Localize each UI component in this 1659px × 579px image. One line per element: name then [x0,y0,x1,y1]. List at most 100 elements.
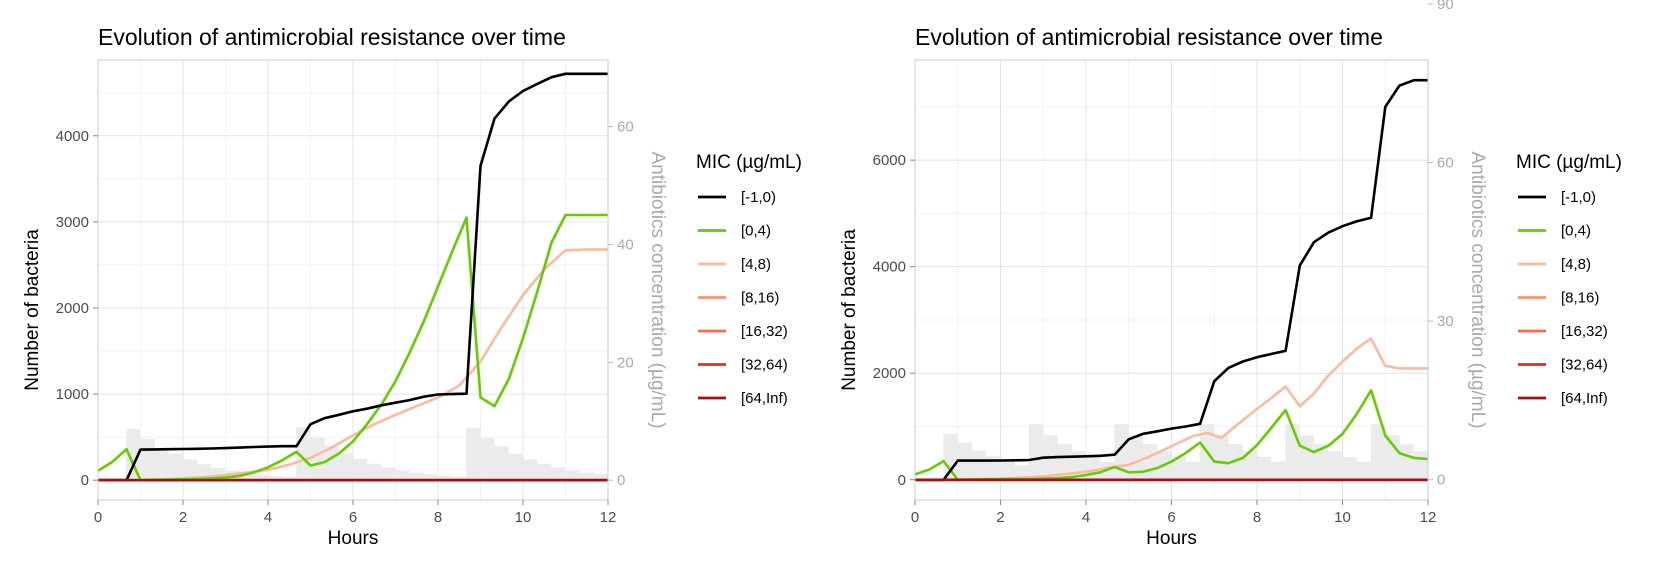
chart-1-y-tick-label: 2000 [56,300,89,317]
chart-2-legend-item: [8,16) [1518,290,1599,307]
chart-1-x-axis-label: Hours [328,528,379,549]
chart-1-legend-title: MIC (µg/mL) [696,152,802,173]
chart-1-antibiotic-bar [381,467,396,481]
chart-1-antibiotic-bar [466,427,481,481]
chart-1-x-tick-label: 10 [515,509,532,526]
chart-1-series-line-0 [98,72,608,482]
chart-2-legend-title: MIC (µg/mL) [1516,152,1622,173]
chart-2-legend-item: [0,4) [1518,223,1591,240]
chart-2-y-tick-label: 4000 [873,259,906,276]
chart-1-antibiotic-bar [593,474,608,481]
chart-1-legend-item: [16,32) [698,323,788,340]
chart-1-series-lines [97,72,608,482]
chart-2-antibiotic-bar [1342,456,1357,480]
chart-1-legend-label: [16,32) [741,323,788,340]
chart-1-legend-item: [4,8) [698,256,771,273]
chart-2-antibiotic-bar [1000,461,1015,480]
chart-1-x-tick-label: 2 [179,509,187,526]
chart-2-antibiotic-bar [1413,451,1428,480]
chart-2-legend: MIC (µg/mL) [-1,0) [0,4) [4,8) [8,16) [16,32)… [1516,152,1622,407]
chart-1-y2-tick-label: 60 [617,119,634,136]
chart-2-y2-tick-label: 0 [1437,472,1445,489]
chart-1-antibiotic-bar [452,476,467,481]
chart-1-x-tick-label: 0 [94,509,102,526]
chart-2-legend-item: [4,8) [1518,256,1591,273]
chart-1-x-axis: 0 2 4 6 8 10 12 Hours [94,500,617,549]
chart-1-legend-label: [-1,0) [741,189,776,206]
chart-1-legend-label: [64,Inf) [741,390,788,407]
chart-1-antibiotic-bar [395,470,410,481]
chart-2-gridlines [914,60,1429,500]
chart-2-legend-label: [0,4) [1561,223,1591,240]
chart-2-x-tick-label: 2 [996,509,1004,526]
chart-2-legend-label: [-1,0) [1561,189,1596,206]
chart-1-legend-item: [32,64) [698,357,788,374]
chart-2-antibiotic-bar [1086,456,1101,480]
chart-1-antibiotic-bars [126,427,608,481]
chart-1-y2-axis-label: Antibiotics concentration (µg/mL) [647,151,668,428]
chart-1-antibiotic-bar [565,470,580,481]
chart-1-legend-label: [32,64) [741,357,788,374]
chart-2-antibiotic-bar [1228,444,1243,480]
chart-2-antibiotic-bar [1356,461,1371,480]
chart-2-antibiotic-bar [1028,424,1044,480]
chart-1-antibiotic-bar [494,446,509,481]
chart-2-x-tick-label: 8 [1253,509,1261,526]
chart-2-antibiotic-bar [1385,435,1400,480]
chart-1-y2-tick-label: 40 [617,236,634,253]
chart-1-legend-label: [4,8) [741,256,771,273]
chart-1-antibiotic-bar [367,463,382,481]
chart-1-antibiotic-bar [579,472,594,481]
chart-1-x-tick-label: 4 [264,509,272,526]
chart-2-series-lines [914,78,1429,482]
chart-2-x-tick-label: 4 [1082,509,1090,526]
chart-2-antibiotic-bar [1314,444,1329,480]
chart-2-legend-label: [4,8) [1561,256,1591,273]
chart-1-antibiotic-bar [310,437,325,481]
chart-1-y-axis: 0 1000 2000 3000 4000 Number of bacteria [22,128,98,489]
chart-1-y-tick-label: 4000 [56,128,89,145]
chart-2-legend-item: [-1,0) [1518,189,1596,206]
chart-2-antibiotic-bar [1257,456,1272,480]
chart-1-antibiotic-bar [183,459,198,481]
chart-1-y-tick-label: 0 [81,472,89,489]
chart-1-antibiotic-bar [140,438,155,481]
chart-1-legend: MIC (µg/mL) [-1,0) [0,4) [4,8) [8,16) [16,32)… [696,152,802,407]
chart-1-antibiotic-bar [282,477,297,481]
chart-1-antibiotic-bar [480,438,495,481]
chart-1-legend-item: [8,16) [698,290,779,307]
chart-2-antibiotic-bar [1399,444,1414,480]
chart-2-antibiotic-bar [1370,424,1386,480]
chart-2-y2-tick-label: 60 [1437,155,1454,172]
chart-2-y2-axis: 0 30 60 90 Antibiotics concentration (µg/mL) [1428,0,1488,489]
chart-2-legend-item: [64,Inf) [1518,390,1608,407]
chart-1-antibiotic-bar [353,458,368,481]
chart-2-legend-label: [64,Inf) [1561,390,1608,407]
chart-2-legend-label: [8,16) [1561,290,1599,307]
chart-1-y2-axis: 0 20 40 60 Antibiotics concentration (µg/mL) [608,119,668,489]
chart-1-antibiotic-bar [239,473,254,481]
chart-1-antibiotic-bar [537,463,552,481]
chart-2-antibiotic-bar [972,450,987,480]
chart-2-y-axis: 0 2000 4000 6000 Number of bacteria [839,152,915,489]
chart-2-x-tick-label: 10 [1334,509,1351,526]
chart-1-x-tick-label: 12 [600,509,617,526]
chart-2-panel: 0 2 4 6 8 10 12 Hours 0 2000 4000 6000 Number of bac… [839,0,1622,549]
chart-2-antibiotic-bar [1328,451,1343,480]
chart-1-antibiotic-bar [126,428,141,481]
chart-1-antibiotic-bar [409,472,424,481]
chart-1-y-tick-label: 1000 [56,386,89,403]
chart-2-legend-label: [32,64) [1561,357,1608,374]
chart-2-antibiotic-bar [943,433,958,480]
chart-2-x-tick-label: 12 [1420,509,1437,526]
chart-2-y-tick-label: 2000 [873,365,906,382]
chart-1-y2-tick-label: 20 [617,354,634,371]
chart-2-x-axis: 0 2 4 6 8 10 12 Hours [911,500,1437,549]
chart-2-y2-tick-label: 30 [1437,313,1454,330]
chart-2-y-tick-label: 0 [898,472,906,489]
chart-2-legend-item: [16,32) [1518,323,1608,340]
chart-2-antibiotic-bar [1185,461,1200,480]
chart-2-x-tick-label: 0 [911,509,919,526]
